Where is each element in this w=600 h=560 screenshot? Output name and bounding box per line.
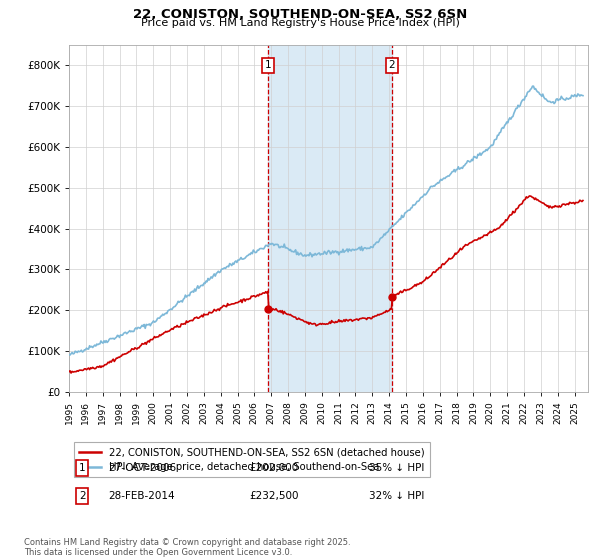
Text: £202,000: £202,000 xyxy=(249,463,298,473)
Bar xyxy=(268,45,392,392)
Text: £232,500: £232,500 xyxy=(249,491,299,501)
Text: 2: 2 xyxy=(79,491,86,501)
Text: 1: 1 xyxy=(265,60,271,70)
Text: 27-OCT-2006: 27-OCT-2006 xyxy=(108,463,176,473)
Text: Contains HM Land Registry data © Crown copyright and database right 2025.
This d: Contains HM Land Registry data © Crown c… xyxy=(24,538,350,557)
Text: 22, CONISTON, SOUTHEND-ON-SEA, SS2 6SN: 22, CONISTON, SOUTHEND-ON-SEA, SS2 6SN xyxy=(133,8,467,21)
Text: 28-FEB-2014: 28-FEB-2014 xyxy=(108,491,175,501)
Text: 35% ↓ HPI: 35% ↓ HPI xyxy=(369,463,424,473)
Legend: 22, CONISTON, SOUTHEND-ON-SEA, SS2 6SN (detached house), HPI: Average price, det: 22, CONISTON, SOUTHEND-ON-SEA, SS2 6SN (… xyxy=(74,442,430,477)
Text: 1: 1 xyxy=(79,463,86,473)
Text: Price paid vs. HM Land Registry's House Price Index (HPI): Price paid vs. HM Land Registry's House … xyxy=(140,18,460,29)
Text: 2: 2 xyxy=(389,60,395,70)
Text: 32% ↓ HPI: 32% ↓ HPI xyxy=(369,491,424,501)
